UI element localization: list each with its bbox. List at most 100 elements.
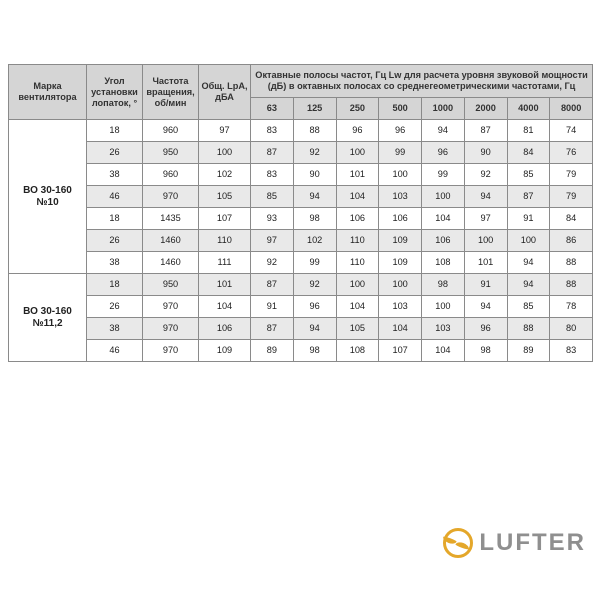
cell-oct-2000: 97	[464, 208, 507, 230]
cell-oct-8000: 86	[550, 230, 593, 252]
cell-rpm: 950	[143, 274, 199, 296]
cell-lpa: 100	[199, 142, 251, 164]
cell-oct-8000: 80	[550, 318, 593, 340]
cell-oct-1000: 98	[422, 274, 465, 296]
table-header: Марка вентилятора Угол установки лопаток…	[9, 65, 593, 120]
cell-oct-500: 109	[379, 230, 422, 252]
brand-watermark: LUFTER	[443, 528, 586, 558]
cell-oct-250: 110	[336, 252, 379, 274]
cell-oct-4000: 94	[507, 252, 550, 274]
cell-oct-1000: 100	[422, 186, 465, 208]
cell-lpa: 102	[199, 164, 251, 186]
table-row: 389701068794105104103968880	[9, 318, 593, 340]
cell-oct-500: 104	[379, 318, 422, 340]
cell-oct-4000: 87	[507, 186, 550, 208]
cell-oct-125: 102	[293, 230, 336, 252]
cell-oct-250: 100	[336, 274, 379, 296]
cell-oct-125: 90	[293, 164, 336, 186]
table-row: 469701058594104103100948779	[9, 186, 593, 208]
cell-lpa: 105	[199, 186, 251, 208]
table-row: 2614601109710211010910610010086	[9, 230, 593, 252]
cell-oct-500: 96	[379, 120, 422, 142]
cell-oct-2000: 94	[464, 296, 507, 318]
cell-oct-250: 105	[336, 318, 379, 340]
col-oct-4000: 4000	[507, 98, 550, 120]
brand-text: LUFTER	[479, 529, 586, 557]
table-row: 38960102839010110099928579	[9, 164, 593, 186]
cell-angle: 26	[87, 142, 143, 164]
cell-oct-500: 106	[379, 208, 422, 230]
cell-lpa: 101	[199, 274, 251, 296]
col-lpa: Общ. LpA, дБА	[199, 65, 251, 120]
cell-oct-63: 97	[251, 230, 294, 252]
cell-lpa: 97	[199, 120, 251, 142]
col-model: Марка вентилятора	[9, 65, 87, 120]
cell-rpm: 960	[143, 120, 199, 142]
cell-oct-63: 92	[251, 252, 294, 274]
cell-oct-4000: 84	[507, 142, 550, 164]
cell-oct-500: 103	[379, 296, 422, 318]
cell-oct-2000: 96	[464, 318, 507, 340]
col-oct-1000: 1000	[422, 98, 465, 120]
cell-oct-63: 87	[251, 142, 294, 164]
cell-oct-1000: 96	[422, 142, 465, 164]
cell-rpm: 950	[143, 142, 199, 164]
cell-oct-4000: 85	[507, 164, 550, 186]
cell-rpm: 970	[143, 186, 199, 208]
cell-oct-125: 96	[293, 296, 336, 318]
cell-oct-2000: 90	[464, 142, 507, 164]
cell-lpa: 110	[199, 230, 251, 252]
cell-oct-8000: 88	[550, 274, 593, 296]
cell-angle: 18	[87, 208, 143, 230]
cell-angle: 46	[87, 340, 143, 362]
cell-oct-1000: 103	[422, 318, 465, 340]
cell-oct-250: 96	[336, 120, 379, 142]
cell-oct-4000: 85	[507, 296, 550, 318]
cell-oct-125: 94	[293, 186, 336, 208]
cell-oct-8000: 79	[550, 186, 593, 208]
cell-rpm: 970	[143, 296, 199, 318]
cell-oct-125: 92	[293, 142, 336, 164]
cell-oct-63: 85	[251, 186, 294, 208]
cell-oct-63: 87	[251, 318, 294, 340]
col-oct-125: 125	[293, 98, 336, 120]
cell-oct-125: 88	[293, 120, 336, 142]
cell-oct-125: 98	[293, 208, 336, 230]
table-row: 269701049196104103100948578	[9, 296, 593, 318]
cell-angle: 26	[87, 230, 143, 252]
cell-oct-125: 92	[293, 274, 336, 296]
cell-oct-8000: 83	[550, 340, 593, 362]
cell-oct-1000: 94	[422, 120, 465, 142]
cell-oct-4000: 81	[507, 120, 550, 142]
cell-oct-250: 106	[336, 208, 379, 230]
cell-oct-2000: 98	[464, 340, 507, 362]
cell-oct-500: 109	[379, 252, 422, 274]
cell-lpa: 104	[199, 296, 251, 318]
cell-oct-1000: 104	[422, 340, 465, 362]
cell-oct-4000: 100	[507, 230, 550, 252]
col-rpm: Частота вращения, об/мин	[143, 65, 199, 120]
cell-oct-63: 87	[251, 274, 294, 296]
cell-oct-63: 83	[251, 164, 294, 186]
cell-angle: 38	[87, 252, 143, 274]
cell-oct-8000: 88	[550, 252, 593, 274]
cell-oct-125: 98	[293, 340, 336, 362]
cell-angle: 18	[87, 274, 143, 296]
cell-lpa: 111	[199, 252, 251, 274]
cell-oct-500: 100	[379, 164, 422, 186]
cell-oct-4000: 91	[507, 208, 550, 230]
cell-oct-250: 108	[336, 340, 379, 362]
cell-oct-4000: 94	[507, 274, 550, 296]
table-row: 38146011192991101091081019488	[9, 252, 593, 274]
cell-oct-125: 99	[293, 252, 336, 274]
cell-angle: 18	[87, 120, 143, 142]
cell-oct-8000: 79	[550, 164, 593, 186]
cell-oct-2000: 87	[464, 120, 507, 142]
cell-rpm: 970	[143, 340, 199, 362]
cell-oct-8000: 76	[550, 142, 593, 164]
col-oct-500: 500	[379, 98, 422, 120]
cell-oct-500: 107	[379, 340, 422, 362]
cell-angle: 26	[87, 296, 143, 318]
cell-angle: 38	[87, 318, 143, 340]
col-angle: Угол установки лопаток, °	[87, 65, 143, 120]
